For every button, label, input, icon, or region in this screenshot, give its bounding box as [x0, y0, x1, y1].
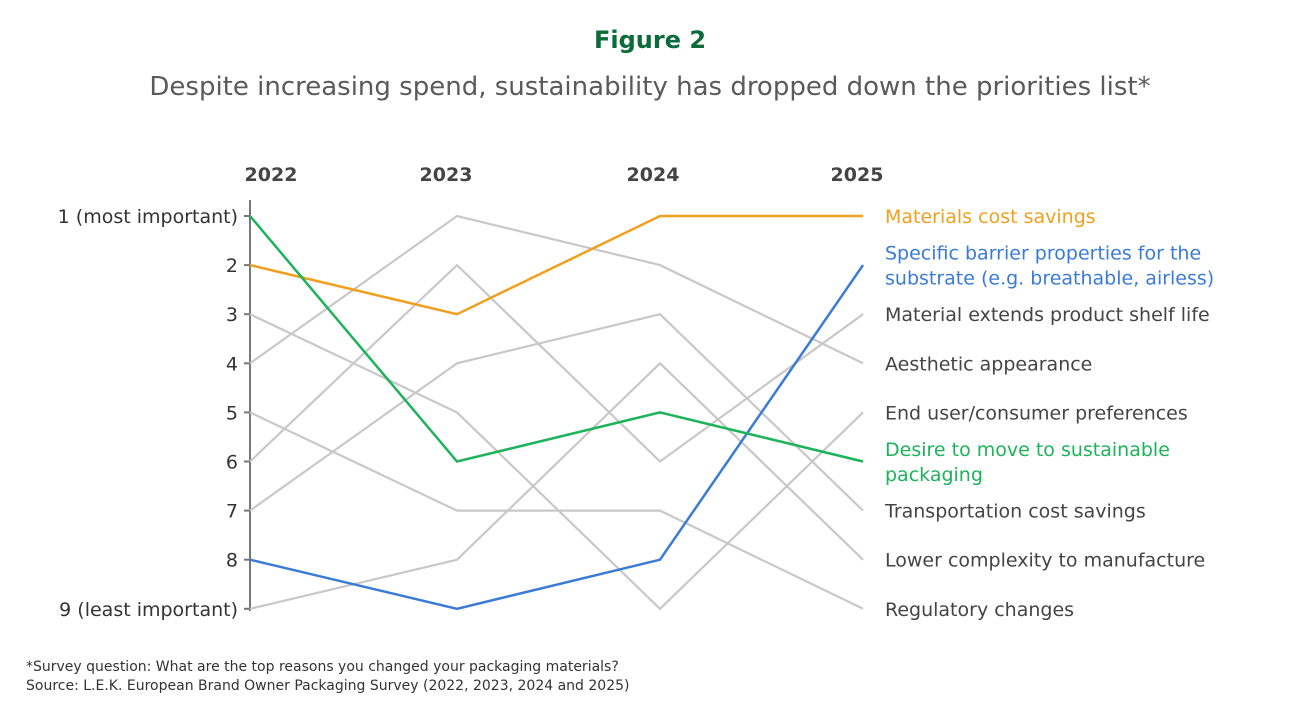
series-label: Regulatory changes: [885, 599, 1074, 621]
x-tick-label: 2024: [627, 164, 680, 186]
x-tick-label: 2022: [245, 164, 298, 186]
series-line: [249, 411, 864, 610]
series-label: End user/consumer preferences: [885, 402, 1188, 424]
source: Source: L.E.K. European Brand Owner Pack…: [26, 678, 630, 694]
footnote: *Survey question: What are the top reaso…: [26, 659, 619, 675]
series-line: [249, 214, 863, 316]
y-tick-label: 5: [226, 402, 238, 424]
footnotes: *Survey question: What are the top reaso…: [26, 658, 629, 696]
y-tick-label: 6: [226, 452, 238, 474]
y-tick-label: 4: [226, 353, 238, 375]
series-label: Specific barrier properties for the: [885, 243, 1201, 265]
series-label: Desire to move to sustainable: [885, 439, 1170, 461]
series-label: Aesthetic appearance: [885, 353, 1092, 375]
chart-title: Despite increasing spend, sustainability…: [149, 72, 1151, 102]
y-tick-label: 3: [226, 304, 238, 326]
series-label: Transportation cost savings: [884, 501, 1146, 523]
series-line: [249, 263, 864, 463]
y-tick-label: 2: [226, 255, 238, 277]
y-tick-label: 8: [226, 550, 238, 572]
y-tick-label: 7: [226, 501, 238, 523]
series-line: [249, 264, 865, 611]
series-line: [249, 214, 864, 365]
series-label: Lower complexity to manufacture: [885, 550, 1205, 572]
bump-chart: 1 (most important) 2 3 4 5 6 7 8 9 (least import…: [58, 164, 1215, 621]
series-label: substrate (e.g. breathable, airless): [885, 268, 1214, 290]
series-label: Material extends product shelf life: [885, 304, 1210, 326]
x-tick-label: 2025: [831, 164, 884, 186]
series-line: [249, 215, 864, 463]
y-tick-label: 1 (most important): [58, 206, 238, 228]
y-tick-label: 9 (least important): [59, 599, 238, 621]
x-tick-label: 2023: [420, 164, 473, 186]
series-label: packaging: [885, 464, 983, 486]
figure-label: Figure 2: [593, 26, 707, 54]
series-label: Materials cost savings: [885, 206, 1096, 228]
series-line: [249, 312, 864, 512]
